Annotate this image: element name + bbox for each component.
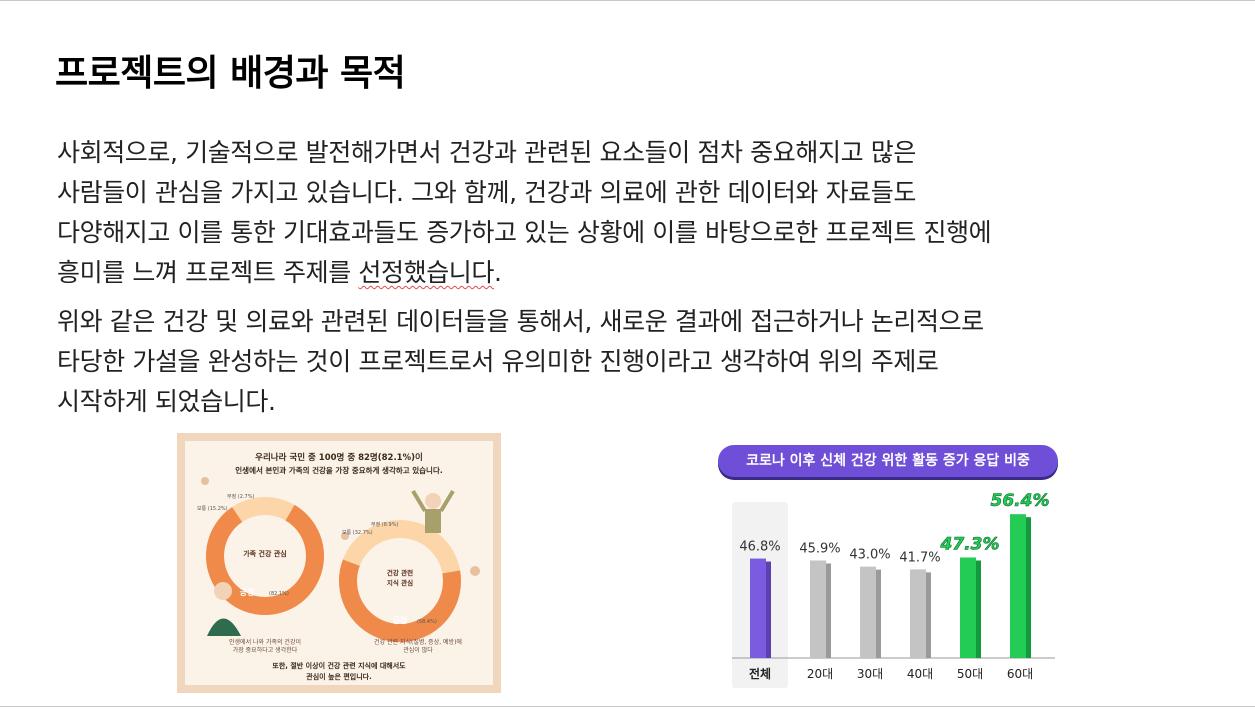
donut1-positive-pct: (82.1%) — [269, 591, 289, 597]
infographic-footer1: 또한, 절반 이상이 건강 관련 지식에 대해서도 — [272, 662, 406, 670]
value-label-40대: 41.7% — [899, 550, 940, 565]
bar-side — [826, 563, 831, 658]
person-body — [207, 618, 241, 636]
bar-chart: 46.8% 전체 45.9% 20대 43.0% 30대 41.7% 40대 47.3% 50대 5… — [732, 491, 1055, 688]
category-label-30대: 30대 — [857, 667, 883, 681]
leaf-decoration — [201, 477, 209, 485]
category-label-50대: 50대 — [957, 667, 983, 681]
spellcheck-underlined-word[interactable]: 선정했습니다 — [358, 258, 494, 287]
value-label-50대: 47.3% — [940, 534, 1000, 554]
category-label-전체: 전체 — [749, 666, 771, 681]
value-label-전체: 46.8% — [739, 540, 780, 555]
caption1-line1: 인생에서 나와 가족의 건강이 — [229, 639, 301, 646]
caption2-line2: 관심이 많다 — [403, 647, 433, 654]
bar-전체 — [750, 558, 766, 658]
donut2-negative: 부정 (8.9%) — [371, 522, 399, 528]
caption2-line1: 건강 관련 지식(질병, 증상, 예방)에 — [374, 639, 462, 646]
donut2-label-line2: 지식 관심 — [386, 579, 414, 587]
paragraph-line: 사람들이 관심을 가지고 있습니다. 그와 함께, 건강과 의료에 관한 데이터… — [57, 178, 916, 207]
caption1-line2: 가장 중요하다고 생각한다 — [232, 647, 298, 654]
infographic-footer2: 관심이 높은 편입니다. — [306, 673, 372, 681]
health-interest-infographic: 우리나라 국민 중 100명 중 82명(82.1%)이 인생에서 본인과 가족… — [177, 433, 501, 693]
background-paragraph: 사회적으로, 기술적으로 발전해가면서 건강과 관련된 요소들이 점차 중요해지… — [57, 133, 992, 293]
infographic-headline: 우리나라 국민 중 100명 중 82명(82.1%)이 — [255, 453, 423, 463]
infographic-panel: 우리나라 국민 중 100명 중 82명(82.1%)이 인생에서 본인과 가족… — [185, 441, 493, 685]
paragraph-line: 사회적으로, 기술적으로 발전해가면서 건강과 관련된 요소들이 점차 중요해지… — [57, 138, 916, 167]
bar-side — [926, 572, 931, 658]
bar-20대 — [810, 560, 826, 658]
purpose-paragraph: 위와 같은 건강 및 의료와 관련된 데이터들을 통해서, 새로운 결과에 접근… — [57, 302, 984, 422]
value-label-60대: 56.4% — [991, 491, 1050, 511]
chart-title-pill — [718, 445, 1058, 477]
infographic-subheadline: 인생에서 본인과 가족의 건강을 가장 중요하게 생각하고 있습니다. — [235, 466, 443, 475]
chart-title: 코로나 이후 신체 건강 위한 활동 증가 응답 비중 — [746, 453, 1030, 469]
paragraph-line: 다양해지고 이를 통한 기대효과들도 증가하고 있는 상황에 이를 바탕으로한 … — [57, 218, 992, 247]
infographic-donuts — [201, 477, 480, 642]
person-head — [214, 582, 232, 600]
bar-side — [1026, 517, 1031, 658]
donut2-positive: 긍정 — [392, 616, 408, 625]
donut2-positive-pct: (58.4%) — [417, 619, 437, 625]
bar-50대 — [960, 557, 976, 658]
paragraph-period: . — [494, 258, 502, 287]
bar-30대 — [860, 566, 876, 658]
category-label-20대: 20대 — [807, 667, 833, 681]
paragraph-line: 위와 같은 건강 및 의료와 관련된 데이터들을 통해서, 새로운 결과에 접근… — [57, 307, 984, 336]
leaf-decoration — [341, 532, 349, 540]
bar-side — [876, 569, 881, 658]
person-body — [425, 509, 441, 533]
donut1-positive: 긍정 — [239, 588, 255, 597]
paragraph-line: 흥미를 느껴 프로젝트 주제를 선정했습니다. — [57, 253, 991, 293]
bottom-border — [0, 706, 1255, 707]
category-label-60대: 60대 — [1007, 667, 1033, 681]
paragraph-text: 흥미를 느껴 프로젝트 주제를 — [57, 258, 359, 287]
donut2-neutral: 보통 (32.7%) — [342, 530, 373, 536]
donut2-label-line1: 건강 관련 — [386, 569, 414, 577]
leaf-decoration — [470, 566, 480, 576]
person-head — [425, 493, 441, 509]
donut1-positive-arc — [206, 497, 324, 616]
donut1-label: 가족 건강 관심 — [243, 550, 287, 558]
donut1-neutral: 보통 (15.2%) — [197, 506, 228, 512]
paragraph-line: 타당한 가설을 완성하는 것이 프로젝트로서 유의미한 진행이라고 생각하여 위… — [57, 347, 939, 376]
donut1-negative: 부정 (2.7%) — [227, 494, 255, 500]
bar-40대 — [910, 569, 926, 658]
value-label-20대: 45.9% — [799, 541, 840, 556]
top-border — [0, 0, 1255, 1]
bar-60대 — [1010, 514, 1026, 658]
slide-title: 프로젝트의 배경과 목적 — [55, 53, 406, 94]
category-label-40대: 40대 — [907, 667, 933, 681]
bar-side — [976, 560, 981, 658]
paragraph-line: 시작하게 되었습니다. — [57, 387, 276, 416]
bar-side — [766, 561, 771, 658]
value-label-30대: 43.0% — [849, 548, 890, 563]
person-arms — [411, 489, 455, 513]
